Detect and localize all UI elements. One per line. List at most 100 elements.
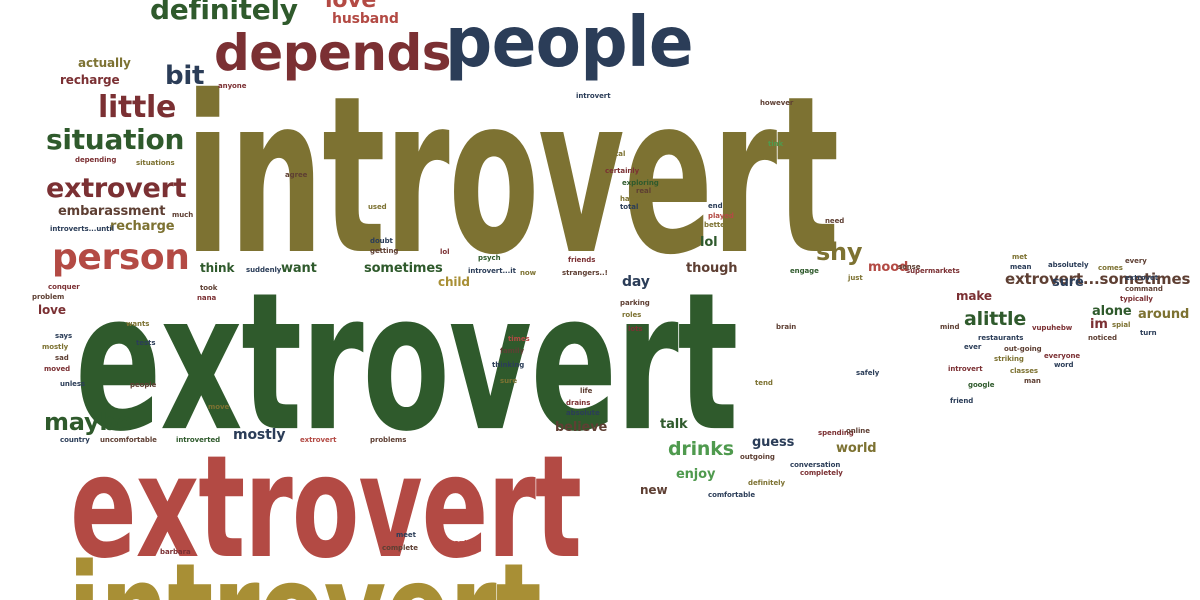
word-word: word	[1054, 361, 1074, 369]
word-sad: sad	[55, 354, 69, 362]
word-love-top: love	[325, 0, 377, 13]
word-alittle: im	[1090, 317, 1108, 332]
word-real: real	[636, 187, 652, 195]
word-spending: spending	[818, 429, 854, 437]
word-met: met	[1012, 253, 1028, 261]
word-psych: psych	[478, 254, 501, 262]
word-parking: parking	[620, 299, 650, 307]
word-recharge-top: recharge	[60, 73, 120, 87]
word-google: google	[968, 381, 995, 389]
word-complete: complete	[382, 544, 418, 552]
word-anyone: anyone	[218, 82, 247, 90]
word-sure: alone	[1092, 304, 1132, 319]
word-new: lol	[700, 235, 718, 250]
word-restaurants: restaurants	[978, 334, 1024, 342]
word-depending: depending	[75, 156, 117, 164]
word-comes: comes	[1098, 264, 1123, 272]
word-shy: mood	[868, 260, 909, 275]
word-alone: around	[1138, 307, 1190, 322]
word-turn: turn	[1140, 329, 1157, 337]
word-extrovert-red: extrovert	[70, 426, 582, 591]
word-problem: problem	[32, 293, 65, 301]
word-recharge-left: recharge	[110, 219, 175, 234]
word-mean: mean	[1010, 263, 1032, 271]
word-online: online	[846, 427, 870, 435]
word-lol-small: lol	[440, 248, 450, 256]
word-friends: friends	[568, 256, 596, 264]
word-noticed: noticed	[1088, 334, 1117, 342]
word-world: enjoy	[676, 467, 716, 482]
word-people: people	[445, 1, 694, 83]
word-happy: happy	[620, 195, 644, 203]
word-total-2: total	[620, 203, 639, 211]
word-introvert-it: introvert...it	[468, 267, 516, 275]
word-thinking: thinking	[492, 361, 525, 369]
word-safely: safely	[856, 369, 880, 377]
word-though: though	[686, 261, 738, 276]
word-just: just	[848, 274, 863, 282]
word-day: day	[622, 274, 650, 290]
word-conversation: conversation	[790, 461, 841, 469]
word-took: took	[200, 284, 218, 292]
word-move: move	[208, 403, 230, 411]
word-people-small: people	[130, 381, 157, 389]
word-meet: meet	[396, 531, 416, 539]
word-spial: spial	[1112, 321, 1131, 329]
word-out-going: out-going	[1004, 345, 1042, 353]
word-man: man	[1024, 377, 1041, 385]
word-introverted: introverted	[176, 436, 221, 444]
word-barbara: barbara	[160, 548, 191, 556]
word-comfortable: comfortable	[708, 491, 756, 499]
word-life: life	[580, 387, 593, 395]
word-husband: husband	[332, 11, 399, 27]
word-now: now	[520, 269, 537, 277]
word-extrovet: extrovet	[1125, 274, 1158, 282]
word-conquer: conquer	[48, 283, 80, 291]
word-mood: extrovert...sometimes	[1005, 270, 1191, 288]
word-total: total	[607, 150, 626, 158]
word-every: every	[1125, 257, 1147, 265]
word-enjoy: new	[640, 483, 668, 497]
word-says: says	[55, 332, 73, 340]
word-mostly-small: mostly	[42, 343, 69, 351]
word-used: used	[368, 203, 387, 211]
word-situation: situation	[46, 123, 185, 156]
word-extrovert-sometimes: make	[956, 289, 992, 303]
word-striking: striking	[994, 355, 1024, 363]
word-guess: world	[836, 441, 877, 456]
word-depends: depends	[214, 24, 452, 82]
word-introvert-bottom: introvert	[68, 547, 542, 600]
word-introvert-main: introvert	[185, 50, 839, 304]
word-tests: tests	[136, 339, 156, 347]
word-situations: situations	[136, 159, 175, 167]
word-lots: lots	[628, 325, 643, 333]
word-person: person	[52, 237, 190, 278]
word-believe: talk	[660, 417, 688, 432]
word-end: end	[708, 202, 723, 210]
word-typically: typically	[1120, 295, 1153, 303]
word-maybe: mostly	[233, 427, 286, 443]
word-suddenly: suddenly	[246, 266, 282, 274]
word-supermarkets: supermarkets	[906, 267, 960, 275]
word-getting: getting	[370, 247, 399, 255]
word-extrovert-left: extrovert	[46, 173, 187, 204]
word-sure-small: sure	[500, 377, 518, 385]
word-outgoing: outgoing	[740, 453, 775, 461]
word-little: little	[98, 90, 177, 125]
word-introverts-until: introverts...until	[50, 225, 115, 233]
word-drains: drains	[566, 399, 591, 407]
word-brain: brain	[776, 323, 797, 331]
word-mostly: believe	[555, 420, 608, 435]
word-absolute: absolute	[566, 409, 600, 417]
word-extrovert-main: extrovert	[75, 252, 738, 475]
word-want: want	[281, 261, 317, 276]
word-uncomfortable: uncomfortable	[100, 436, 157, 444]
word-classes: classes	[1010, 367, 1039, 375]
word-strangers: strangers..!	[562, 269, 608, 277]
word-moved: moved	[44, 365, 71, 373]
word-definitely-small: definitely	[748, 479, 785, 487]
word-embarassment: embarassment	[58, 204, 166, 219]
word-around: alittle	[964, 308, 1027, 330]
word-bit: bit	[165, 61, 205, 91]
